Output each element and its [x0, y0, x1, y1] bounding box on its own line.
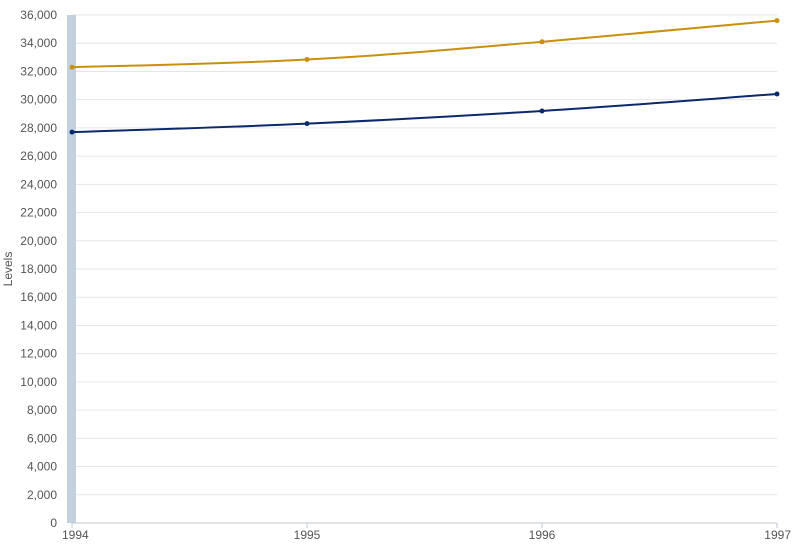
data-point[interactable]: [539, 39, 545, 45]
data-point[interactable]: [69, 64, 75, 70]
data-point[interactable]: [539, 108, 545, 114]
y-tick-label: 10,000: [20, 375, 57, 389]
y-tick-label: 4,000: [27, 460, 57, 474]
series-group: [69, 18, 780, 135]
y-tick-label: 22,000: [20, 206, 57, 220]
x-tick-label: 1995: [294, 528, 321, 542]
y-tick-label: 8,000: [27, 403, 57, 417]
data-point[interactable]: [304, 56, 310, 62]
y-tick-label: 0: [50, 516, 57, 530]
data-point[interactable]: [774, 91, 780, 97]
y-tick-label: 28,000: [20, 121, 57, 135]
y-tick-label: 6,000: [27, 431, 57, 445]
axes: [71, 522, 778, 528]
data-point[interactable]: [304, 121, 310, 127]
data-point[interactable]: [774, 18, 780, 24]
x-tick-labels: 1994 1995 1996 1997: [62, 528, 791, 542]
y-tick-label: 32,000: [20, 64, 57, 78]
series-line-2: [71, 93, 778, 134]
y-tick-label: 16,000: [20, 290, 57, 304]
y-tick-label: 26,000: [20, 149, 57, 163]
data-point[interactable]: [69, 129, 75, 135]
y-tick-label: 18,000: [20, 262, 57, 276]
y-tick-label: 24,000: [20, 177, 57, 191]
y-tick-label: 20,000: [20, 234, 57, 248]
x-tick-label: 1994: [62, 528, 89, 542]
y-tick-labels: 0 2,000 4,000 6,000 8,000 10,000 12,000 14,000 1…: [20, 8, 57, 530]
x-tick-label: 1996: [529, 528, 556, 542]
y-tick-label: 14,000: [20, 318, 57, 332]
y-tick-label: 2,000: [27, 488, 57, 502]
y-axis-title: Levels: [1, 252, 15, 287]
series-line-1: [71, 19, 778, 69]
grid-lines: [72, 14, 777, 524]
highlight-band-1994: [67, 15, 76, 523]
x-tick-label: 1997: [764, 528, 791, 542]
y-tick-label: 12,000: [20, 347, 57, 361]
y-tick-label: 30,000: [20, 93, 57, 107]
y-tick-label: 34,000: [20, 36, 57, 50]
y-tick-label: 36,000: [20, 8, 57, 22]
